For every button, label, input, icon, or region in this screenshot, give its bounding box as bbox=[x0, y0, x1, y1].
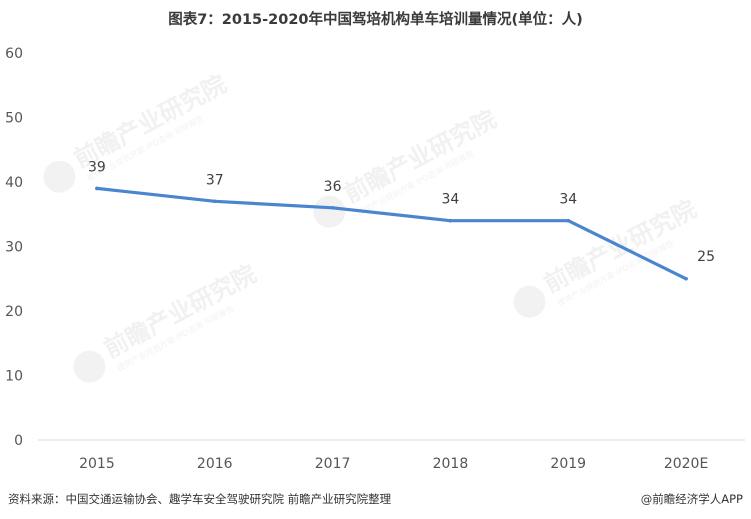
x-axis: 2015 2016 2017 2018 2019 2020E bbox=[79, 456, 708, 472]
y-tick-label: 50 bbox=[5, 111, 23, 127]
watermark-logo-icon bbox=[73, 350, 106, 383]
series-line bbox=[95, 186, 688, 281]
x-tick-label: 2018 bbox=[433, 456, 469, 472]
watermark-brand: 前瞻产业研究院 bbox=[339, 105, 500, 209]
x-tick-label: 2015 bbox=[79, 456, 115, 472]
data-point bbox=[212, 199, 217, 204]
data-point bbox=[95, 186, 99, 191]
x-tick-label: 2016 bbox=[197, 456, 233, 472]
data-labels: 39 37 36 34 34 25 bbox=[88, 159, 715, 281]
x-tick-label: 2017 bbox=[315, 456, 351, 472]
data-label: 34 bbox=[442, 192, 460, 208]
y-tick-label: 30 bbox=[5, 240, 23, 256]
y-tick-label: 0 bbox=[14, 433, 23, 449]
data-label: 39 bbox=[88, 159, 106, 175]
source-text: 资料来源：中国交通运输协会、趣学车安全驾驶研究院 前瞻产业研究院整理 bbox=[8, 492, 392, 506]
watermark-layer: 前瞻产业研究院提供产业规划方案·IPO咨询·可研报告前瞻产业研究院提供产业规划方… bbox=[43, 70, 701, 383]
watermark-brand: 前瞻产业研究院 bbox=[69, 70, 230, 174]
watermark-logo-icon bbox=[313, 195, 346, 228]
y-tick-label: 20 bbox=[5, 304, 23, 320]
watermark-brand: 前瞻产业研究院 bbox=[99, 260, 260, 364]
footer: 资料来源：中国交通运输协会、趣学车安全驾驶研究院 前瞻产业研究院整理 @前瞻经济… bbox=[0, 491, 751, 519]
data-label: 37 bbox=[206, 172, 224, 188]
credit-text: @前瞻经济学人APP bbox=[640, 492, 743, 506]
chart-title: 图表7：2015-2020年中国驾培机构单车培训量情况(单位：人) bbox=[168, 12, 583, 28]
data-point bbox=[448, 218, 453, 223]
data-point bbox=[684, 276, 688, 281]
y-tick-label: 10 bbox=[5, 369, 23, 385]
data-label: 25 bbox=[697, 249, 715, 265]
data-point bbox=[566, 218, 571, 223]
y-tick-label: 60 bbox=[5, 46, 23, 62]
y-axis: 0 10 20 30 40 50 60 bbox=[5, 46, 23, 449]
watermark-logo-icon bbox=[513, 285, 546, 318]
y-tick-label: 40 bbox=[5, 175, 23, 191]
data-label: 34 bbox=[559, 192, 577, 208]
x-tick-label: 2020E bbox=[664, 456, 708, 472]
data-label: 36 bbox=[324, 179, 342, 195]
watermark-logo-icon bbox=[43, 160, 76, 193]
data-point bbox=[330, 206, 335, 210]
x-tick-label: 2019 bbox=[550, 456, 586, 472]
